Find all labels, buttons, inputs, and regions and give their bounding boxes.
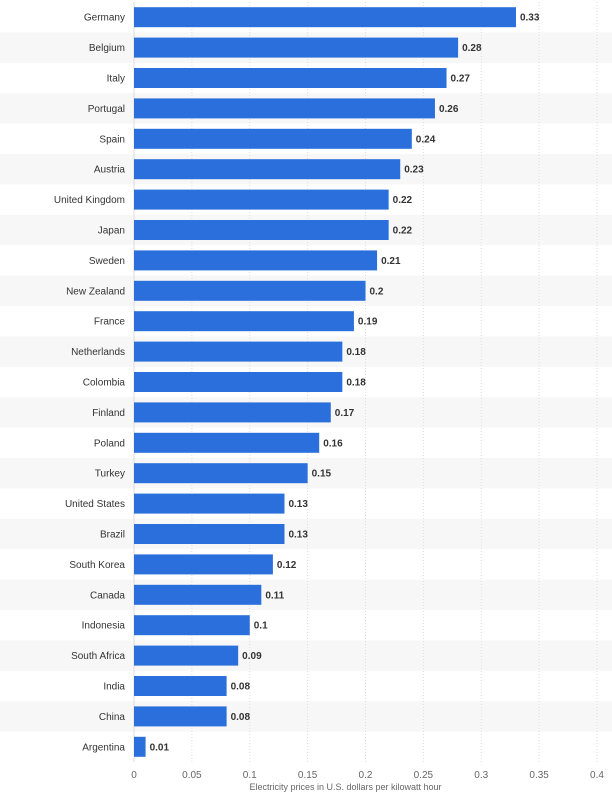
value-label: 0.1 bbox=[254, 621, 268, 632]
category-label: Brazil bbox=[100, 530, 125, 541]
value-label: 0.19 bbox=[358, 317, 378, 328]
row-band bbox=[0, 518, 612, 550]
row-band bbox=[0, 579, 612, 610]
category-label: India bbox=[103, 682, 125, 693]
bar[interactable] bbox=[134, 128, 412, 149]
category-label: Netherlands bbox=[71, 347, 125, 358]
category-label: Indonesia bbox=[82, 621, 126, 632]
bar[interactable] bbox=[134, 98, 435, 119]
category-label: Colombia bbox=[83, 378, 126, 389]
bar[interactable] bbox=[134, 584, 262, 605]
x-tick-label: 0.1 bbox=[243, 770, 257, 781]
value-label: 0.23 bbox=[404, 165, 424, 176]
bar[interactable] bbox=[134, 615, 250, 636]
x-tick-label: 0.05 bbox=[182, 770, 202, 781]
x-tick-label: 0 bbox=[131, 770, 137, 781]
category-label: Portugal bbox=[88, 104, 125, 115]
category-label: Belgium bbox=[89, 43, 125, 54]
x-tick-label: 0.3 bbox=[474, 770, 488, 781]
category-label: Argentina bbox=[82, 742, 125, 753]
x-axis-title: Electricity prices in U.S. dollars per k… bbox=[249, 782, 441, 792]
value-label: 0.33 bbox=[520, 13, 540, 24]
x-tick-label: 0.4 bbox=[590, 770, 604, 781]
bar[interactable] bbox=[134, 432, 320, 453]
row-band bbox=[0, 640, 612, 671]
category-label: South Africa bbox=[71, 651, 125, 662]
value-label: 0.08 bbox=[231, 712, 251, 723]
category-label: China bbox=[99, 712, 126, 723]
category-label: Sweden bbox=[89, 256, 125, 267]
value-label: 0.13 bbox=[288, 530, 308, 541]
value-label: 0.2 bbox=[370, 286, 384, 297]
value-label: 0.13 bbox=[288, 499, 308, 510]
category-label: Germany bbox=[84, 13, 125, 24]
category-label: Italy bbox=[107, 74, 125, 85]
row-band bbox=[0, 701, 612, 732]
value-label: 0.15 bbox=[312, 469, 332, 480]
bars bbox=[134, 7, 516, 757]
bar[interactable] bbox=[134, 676, 227, 696]
bar[interactable] bbox=[134, 372, 343, 392]
x-tick-label: 0.2 bbox=[359, 770, 373, 781]
bar[interactable] bbox=[134, 7, 516, 28]
bar[interactable] bbox=[134, 645, 239, 666]
category-label: Poland bbox=[94, 438, 125, 449]
bar[interactable] bbox=[134, 341, 343, 362]
value-label: 0.18 bbox=[346, 347, 366, 358]
bar[interactable] bbox=[134, 68, 447, 88]
category-labels: Germany Belgium Italy Portugal Spain Austria U… bbox=[54, 13, 126, 754]
value-labels: 0.33 0.28 0.27 0.26 0.24 0.23 0.22 0.22 0.21 0.2 0… bbox=[150, 13, 540, 754]
category-label: South Korea bbox=[69, 560, 125, 571]
bar[interactable] bbox=[134, 189, 389, 210]
bar[interactable] bbox=[134, 250, 378, 271]
value-label: 0.01 bbox=[150, 742, 170, 753]
value-label: 0.21 bbox=[381, 256, 401, 267]
bar[interactable] bbox=[134, 554, 273, 575]
x-tick-label: 0.25 bbox=[414, 770, 434, 781]
category-label: New Zealand bbox=[66, 286, 125, 297]
bar[interactable] bbox=[134, 463, 308, 484]
bar[interactable] bbox=[134, 220, 389, 240]
value-label: 0.28 bbox=[462, 43, 482, 54]
value-label: 0.22 bbox=[393, 195, 413, 206]
bar[interactable] bbox=[134, 493, 285, 514]
value-label: 0.11 bbox=[265, 590, 284, 601]
bar[interactable] bbox=[134, 736, 146, 757]
category-label: United States bbox=[65, 499, 125, 510]
x-tick-labels: 0 0.05 0.1 0.15 0.2 0.25 0.3 0.35 0.4 bbox=[131, 770, 604, 781]
value-label: 0.16 bbox=[323, 438, 343, 449]
category-label: France bbox=[94, 317, 126, 328]
category-label: Turkey bbox=[95, 469, 125, 480]
value-label: 0.26 bbox=[439, 104, 459, 115]
value-label: 0.22 bbox=[393, 226, 413, 237]
bar[interactable] bbox=[134, 159, 401, 180]
x-tick-label: 0.35 bbox=[529, 770, 549, 781]
bar[interactable] bbox=[134, 37, 459, 58]
category-label: Canada bbox=[90, 590, 125, 601]
value-label: 0.09 bbox=[242, 651, 262, 662]
category-label: Finland bbox=[92, 408, 125, 419]
bar[interactable] bbox=[134, 311, 354, 332]
value-label: 0.08 bbox=[231, 682, 251, 693]
value-label: 0.18 bbox=[346, 378, 366, 389]
category-label: Austria bbox=[94, 165, 126, 176]
x-tick-label: 0.15 bbox=[298, 770, 318, 781]
category-label: Japan bbox=[98, 226, 125, 237]
bar[interactable] bbox=[134, 706, 227, 727]
bar[interactable] bbox=[134, 524, 285, 544]
value-label: 0.24 bbox=[416, 134, 436, 145]
category-label: United Kingdom bbox=[54, 195, 125, 206]
value-label: 0.12 bbox=[277, 560, 297, 571]
category-label: Spain bbox=[99, 134, 125, 145]
bar[interactable] bbox=[134, 402, 331, 423]
bar[interactable] bbox=[134, 280, 366, 301]
value-label: 0.17 bbox=[335, 408, 355, 419]
value-label: 0.27 bbox=[451, 74, 471, 85]
